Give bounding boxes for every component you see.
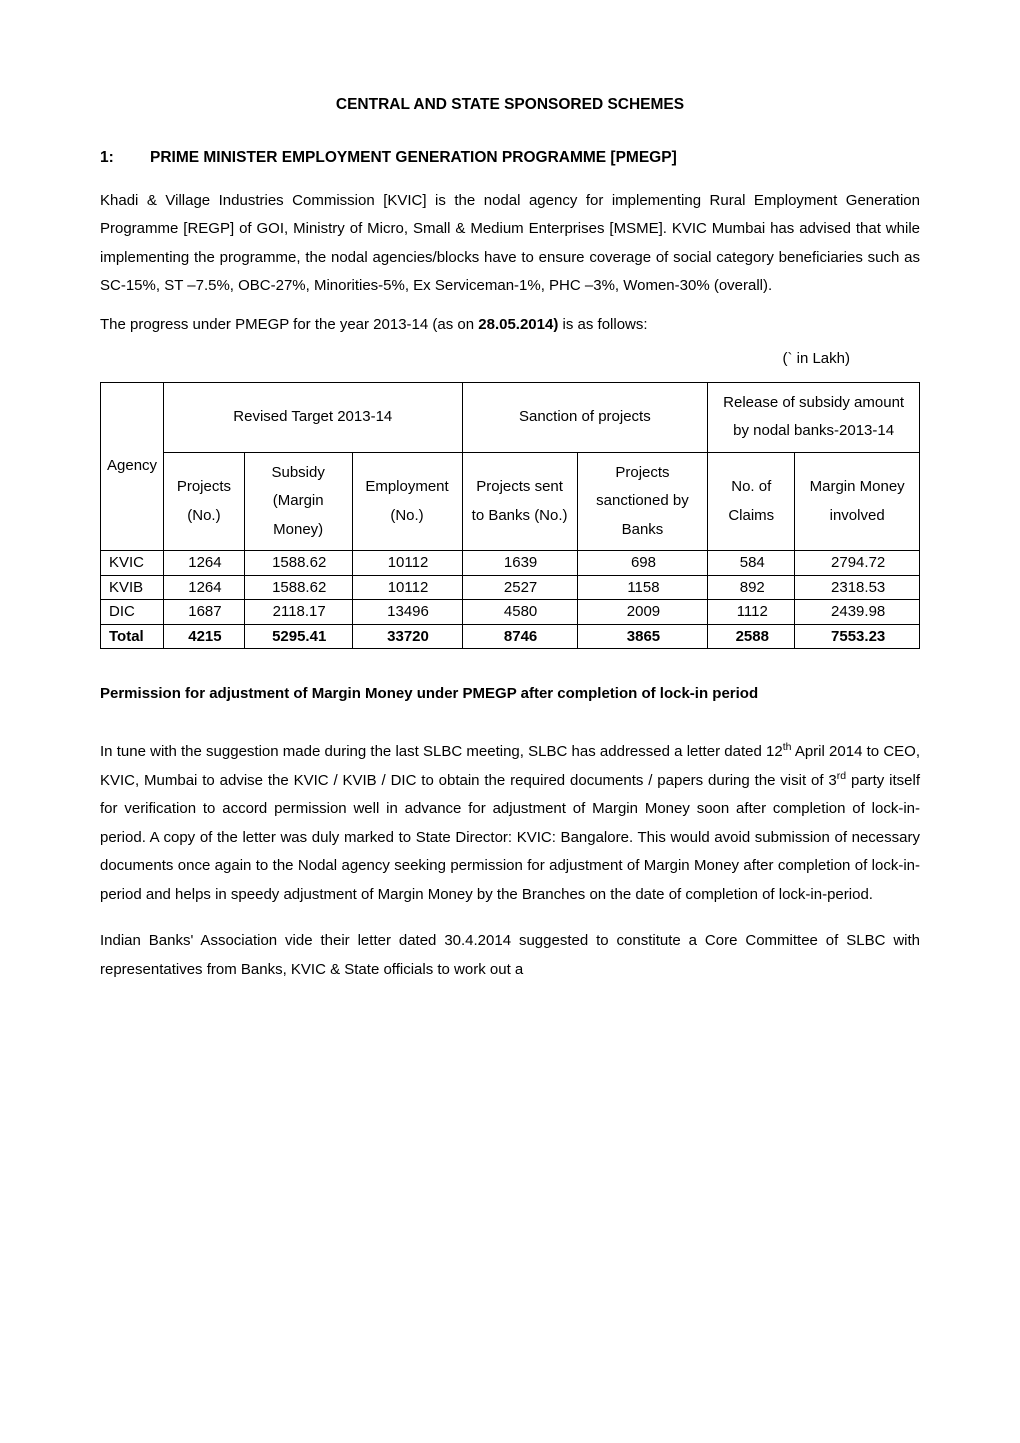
currency-note: (` in Lakh) xyxy=(100,345,920,374)
cell-subsidy: 1588.62 xyxy=(244,575,352,600)
th-release: Release of subsidy amount by nodal banks… xyxy=(708,382,920,452)
cell-sent: 8746 xyxy=(462,624,577,649)
th-revised-target: Revised Target 2013-14 xyxy=(164,382,462,452)
table-row: KVIB 1264 1588.62 10112 2527 1158 892 23… xyxy=(101,575,920,600)
cell-sent: 1639 xyxy=(462,551,577,576)
paragraph-3: Indian Banks' Association vide their let… xyxy=(100,927,920,984)
cell-employment: 33720 xyxy=(352,624,462,649)
cell-sanctioned: 1158 xyxy=(577,575,708,600)
th-employment: Employment (No.) xyxy=(352,452,462,551)
cell-projects: 1264 xyxy=(164,575,245,600)
th-agency: Agency xyxy=(101,382,164,551)
cell-projects: 1264 xyxy=(164,551,245,576)
th-no-claims: No. of Claims xyxy=(708,452,795,551)
table-row: KVIC 1264 1588.62 10112 1639 698 584 279… xyxy=(101,551,920,576)
table-header-row-2: Projects (No.) Subsidy (Margin Money) Em… xyxy=(101,452,920,551)
cell-projects: 1687 xyxy=(164,600,245,625)
paragraph-2: In tune with the suggestion made during … xyxy=(100,738,920,909)
cell-employment: 10112 xyxy=(352,551,462,576)
table-row: DIC 1687 2118.17 13496 4580 2009 1112 24… xyxy=(101,600,920,625)
section-heading-text: PRIME MINISTER EMPLOYMENT GENERATION PRO… xyxy=(150,149,677,166)
cell-sanctioned: 3865 xyxy=(577,624,708,649)
cell-margin: 2439.98 xyxy=(795,600,920,625)
progress-line: The progress under PMEGP for the year 20… xyxy=(100,311,920,340)
cell-sent: 4580 xyxy=(462,600,577,625)
table-total-row: Total 4215 5295.41 33720 8746 3865 2588 … xyxy=(101,624,920,649)
cell-agency: Total xyxy=(101,624,164,649)
para2-sup2: rd xyxy=(837,770,846,782)
cell-agency: KVIC xyxy=(101,551,164,576)
cell-margin: 7553.23 xyxy=(795,624,920,649)
th-subsidy: Subsidy (Margin Money) xyxy=(244,452,352,551)
cell-margin: 2794.72 xyxy=(795,551,920,576)
cell-claims: 1112 xyxy=(708,600,795,625)
cell-sanctioned: 698 xyxy=(577,551,708,576)
th-projects-no: Projects (No.) xyxy=(164,452,245,551)
cell-sent: 2527 xyxy=(462,575,577,600)
cell-claims: 892 xyxy=(708,575,795,600)
cell-agency: DIC xyxy=(101,600,164,625)
th-sanction: Sanction of projects xyxy=(462,382,708,452)
cell-claims: 584 xyxy=(708,551,795,576)
table-header-row-1: Agency Revised Target 2013-14 Sanction o… xyxy=(101,382,920,452)
section-number: 1: xyxy=(100,143,150,172)
progress-suffix: is as follows: xyxy=(558,316,647,333)
para2-part1: In tune with the suggestion made during … xyxy=(100,743,783,760)
cell-claims: 2588 xyxy=(708,624,795,649)
cell-subsidy: 5295.41 xyxy=(244,624,352,649)
cell-projects: 4215 xyxy=(164,624,245,649)
cell-margin: 2318.53 xyxy=(795,575,920,600)
page-title: CENTRAL AND STATE SPONSORED SCHEMES xyxy=(100,90,920,119)
cell-employment: 10112 xyxy=(352,575,462,600)
cell-employment: 13496 xyxy=(352,600,462,625)
cell-subsidy: 2118.17 xyxy=(244,600,352,625)
pmegp-table: Agency Revised Target 2013-14 Sanction o… xyxy=(100,382,920,650)
progress-date: 28.05.2014) xyxy=(478,316,558,333)
section-heading: 1:PRIME MINISTER EMPLOYMENT GENERATION P… xyxy=(100,143,920,172)
cell-agency: KVIB xyxy=(101,575,164,600)
th-margin-money: Margin Money involved xyxy=(795,452,920,551)
subheading: Permission for adjustment of Margin Mone… xyxy=(100,677,920,710)
intro-paragraph: Khadi & Village Industries Commission [K… xyxy=(100,187,920,301)
para2-part3: party itself for verification to accord … xyxy=(100,772,920,903)
th-projects-sent: Projects sent to Banks (No.) xyxy=(462,452,577,551)
progress-prefix: The progress under PMEGP for the year 20… xyxy=(100,316,478,333)
th-projects-sanctioned: Projects sanctioned by Banks xyxy=(577,452,708,551)
cell-sanctioned: 2009 xyxy=(577,600,708,625)
cell-subsidy: 1588.62 xyxy=(244,551,352,576)
